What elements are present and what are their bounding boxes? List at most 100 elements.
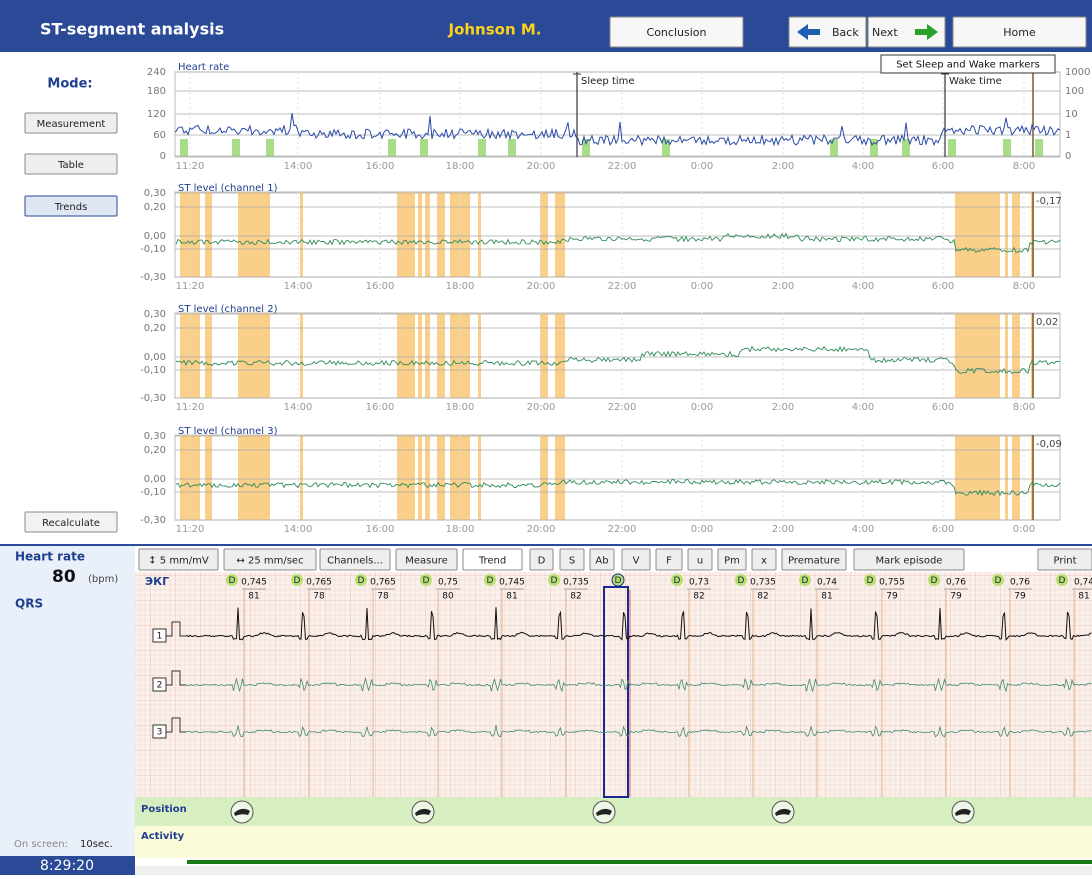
mode-button[interactable]: [24, 153, 118, 175]
episode-band: [437, 435, 445, 520]
heart-rate-value: 80: [52, 567, 76, 587]
toolbar-button[interactable]: [462, 548, 523, 571]
x-tick-label: 16:00: [366, 524, 395, 535]
beat-marker[interactable]: [484, 574, 496, 586]
beat-marker[interactable]: [420, 574, 432, 586]
next-button[interactable]: [867, 16, 946, 48]
episode-band: [955, 313, 1000, 398]
episode-band: [450, 313, 470, 398]
toolbar-button-label: Premature: [788, 556, 840, 567]
beat-marker[interactable]: [548, 574, 560, 586]
toolbar-button[interactable]: [529, 548, 554, 571]
episode-band: [450, 192, 470, 277]
recalculate-button[interactable]: [24, 511, 118, 533]
x-tick-label: 14:00: [284, 281, 313, 292]
toolbar-button[interactable]: [395, 548, 458, 571]
toolbar-button[interactable]: [717, 548, 747, 571]
home-button[interactable]: [952, 16, 1087, 48]
toolbar-button[interactable]: [589, 548, 615, 571]
event-bar: [1003, 139, 1011, 157]
activity-line: [187, 860, 1092, 864]
ecg-sidebar: [0, 545, 135, 875]
beat-type: D: [487, 576, 494, 586]
y-tick-label: 0,00: [144, 474, 166, 485]
x-tick-label: 8:00: [1013, 402, 1035, 413]
episode-band: [418, 192, 422, 277]
scrollbar[interactable]: [135, 866, 1092, 875]
y-tick-label: -0,30: [140, 515, 166, 526]
x-tick-label: 0:00: [1013, 524, 1035, 535]
trace-label: ЭКГ: [145, 575, 169, 588]
episode-band: [540, 192, 548, 277]
beat-marker[interactable]: [735, 574, 747, 586]
x-tick-label: 4:00: [852, 161, 874, 172]
beat-marker[interactable]: [864, 574, 876, 586]
toolbar-button[interactable]: [655, 548, 683, 571]
beat-interval: 0,755: [879, 578, 905, 588]
beat-interval: 0,74: [1074, 578, 1092, 588]
toolbar-button[interactable]: [781, 548, 847, 571]
next-arrow: [915, 24, 938, 40]
x-tick-label: 20:00: [527, 402, 556, 413]
mode-button[interactable]: [24, 112, 118, 134]
toolbar-button-label: Channels...: [327, 556, 383, 567]
st-trace: [175, 232, 1061, 254]
x-tick-label: 4:00: [852, 402, 874, 413]
toolbar-button[interactable]: [223, 548, 317, 571]
beat-interval: 0,735: [750, 578, 776, 588]
x-tick-label: 18:00: [446, 161, 475, 172]
event-bar: [870, 139, 878, 157]
episode-band: [397, 313, 415, 398]
y2-tick-label: 1000: [1065, 67, 1090, 78]
x-tick-label: 11:20: [176, 524, 205, 535]
episode-band: [238, 313, 270, 398]
episode-band: [205, 313, 212, 398]
beat-marker[interactable]: [355, 574, 367, 586]
mode-label: Mode:: [47, 77, 92, 92]
channel-label: 2: [157, 681, 163, 691]
toolbar-button[interactable]: [319, 548, 391, 571]
toolbar-button[interactable]: [621, 548, 651, 571]
y2-tick-label: 100: [1065, 86, 1084, 97]
beat-marker[interactable]: [226, 574, 238, 586]
toolbar-button-label: u: [697, 556, 703, 567]
beat-marker[interactable]: [1056, 574, 1068, 586]
x-tick-label: 2:00: [772, 524, 794, 535]
x-tick-label: 4:00: [852, 524, 874, 535]
event-bar: [948, 139, 956, 157]
toolbar-button[interactable]: [687, 548, 713, 571]
x-tick-label: 18:00: [446, 402, 475, 413]
y-tick-label: 0: [160, 151, 166, 162]
toolbar-button[interactable]: [559, 548, 585, 571]
beat-marker[interactable]: [611, 573, 625, 587]
toolbar-button[interactable]: [751, 548, 777, 571]
on-screen-label: On screen:: [14, 839, 68, 850]
conclusion-button[interactable]: [609, 16, 744, 48]
episode-band: [300, 435, 303, 520]
x-tick-label: 0:00: [691, 402, 713, 413]
toolbar-button[interactable]: [853, 548, 965, 571]
x-tick-label: 8:00: [1013, 161, 1035, 172]
episode-band: [425, 192, 430, 277]
beat-marker[interactable]: [291, 574, 303, 586]
toolbar-button[interactable]: [1037, 548, 1092, 571]
ecg-trace: [185, 725, 1092, 738]
beat-marker[interactable]: [799, 574, 811, 586]
beat-interval: 0,73: [689, 578, 709, 588]
toolbar-button-label: D: [538, 556, 546, 567]
event-bar: [266, 139, 274, 157]
toolbar-button-label: Ab: [595, 556, 608, 567]
beat-marker[interactable]: [928, 574, 940, 586]
x-tick-label: 6:00: [932, 281, 954, 292]
beat-marker[interactable]: [992, 574, 1004, 586]
toolbar-button[interactable]: [138, 548, 219, 571]
x-tick-label: 4:00: [852, 281, 874, 292]
beat-type: D: [995, 576, 1002, 586]
y-tick-label: -0,10: [140, 244, 166, 255]
beat-rate: 78: [313, 592, 325, 602]
beat-rate: 80: [442, 592, 454, 602]
beat-marker[interactable]: [671, 574, 683, 586]
back-button[interactable]: [788, 16, 867, 48]
mode-button[interactable]: [24, 195, 118, 217]
